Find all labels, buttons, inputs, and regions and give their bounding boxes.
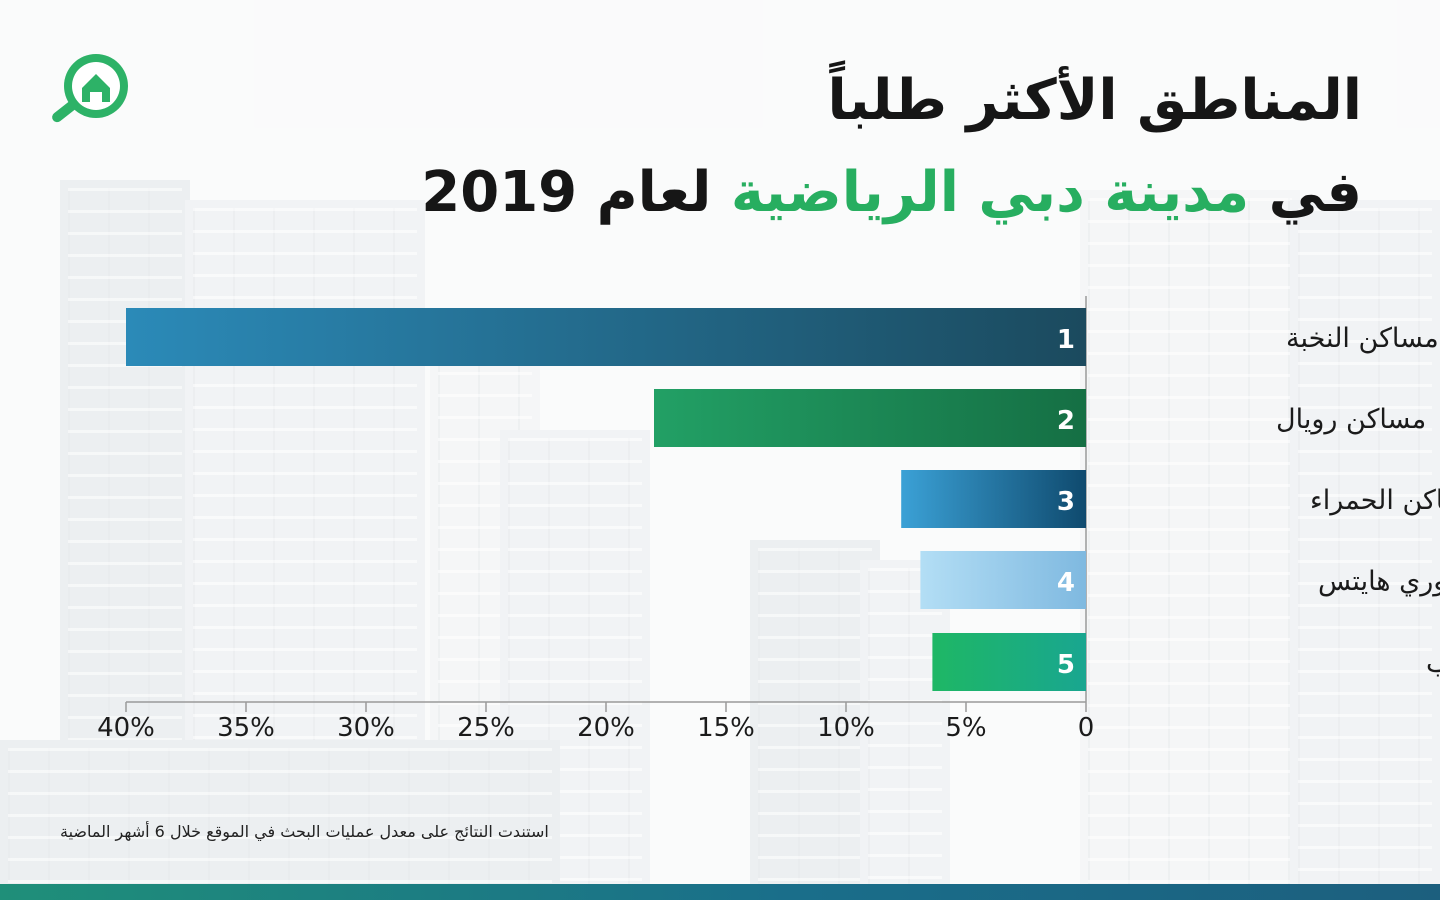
- footer-stripe: [0, 884, 1440, 900]
- category-label: مساكن رويال: [1276, 404, 1426, 435]
- bar-rank-label: 4: [1057, 568, 1075, 598]
- bar-1: [126, 308, 1086, 366]
- category-label: المساكن الحمراء: [1310, 485, 1440, 516]
- bar-2: [654, 389, 1086, 447]
- title-prefix: في: [1249, 160, 1362, 225]
- title-accent: مدينة دبي الرياضية: [730, 160, 1250, 225]
- x-tick-label: 25%: [457, 713, 515, 743]
- bar-4: [920, 551, 1086, 609]
- page-title-line1: المناطق الأكثر طلباً: [827, 68, 1362, 133]
- bar-rank-label: 3: [1057, 487, 1075, 517]
- x-tick-label: 15%: [697, 713, 755, 743]
- bar-5: [932, 633, 1086, 691]
- x-tick-label: 10%: [817, 713, 875, 743]
- x-tick-label: 30%: [337, 713, 395, 743]
- x-tick-label: 5%: [945, 713, 986, 743]
- title-suffix: لعام 2019: [421, 160, 731, 225]
- bar-rank-label: 5: [1057, 650, 1075, 680]
- x-tick-label: 40%: [97, 713, 155, 743]
- page-title-line2: في مدينة دبي الرياضية لعام 2019: [421, 160, 1362, 225]
- x-tick-label: 0: [1078, 713, 1095, 743]
- footnote: استندت النتائج على معدل عمليات البحث في …: [60, 822, 549, 841]
- x-tick-label: 20%: [577, 713, 635, 743]
- bar-rank-label: 2: [1057, 406, 1075, 436]
- category-label: فيكتوري هايتس: [1318, 566, 1440, 597]
- bar-rank-label: 1: [1057, 325, 1075, 355]
- bar-3: [901, 470, 1086, 528]
- house-magnifier-icon: [52, 54, 128, 123]
- category-label: مساكن القناه المائية غرب: [1426, 648, 1440, 679]
- category-label: مساكن النخبة: [1286, 323, 1439, 354]
- x-tick-label: 35%: [217, 713, 275, 743]
